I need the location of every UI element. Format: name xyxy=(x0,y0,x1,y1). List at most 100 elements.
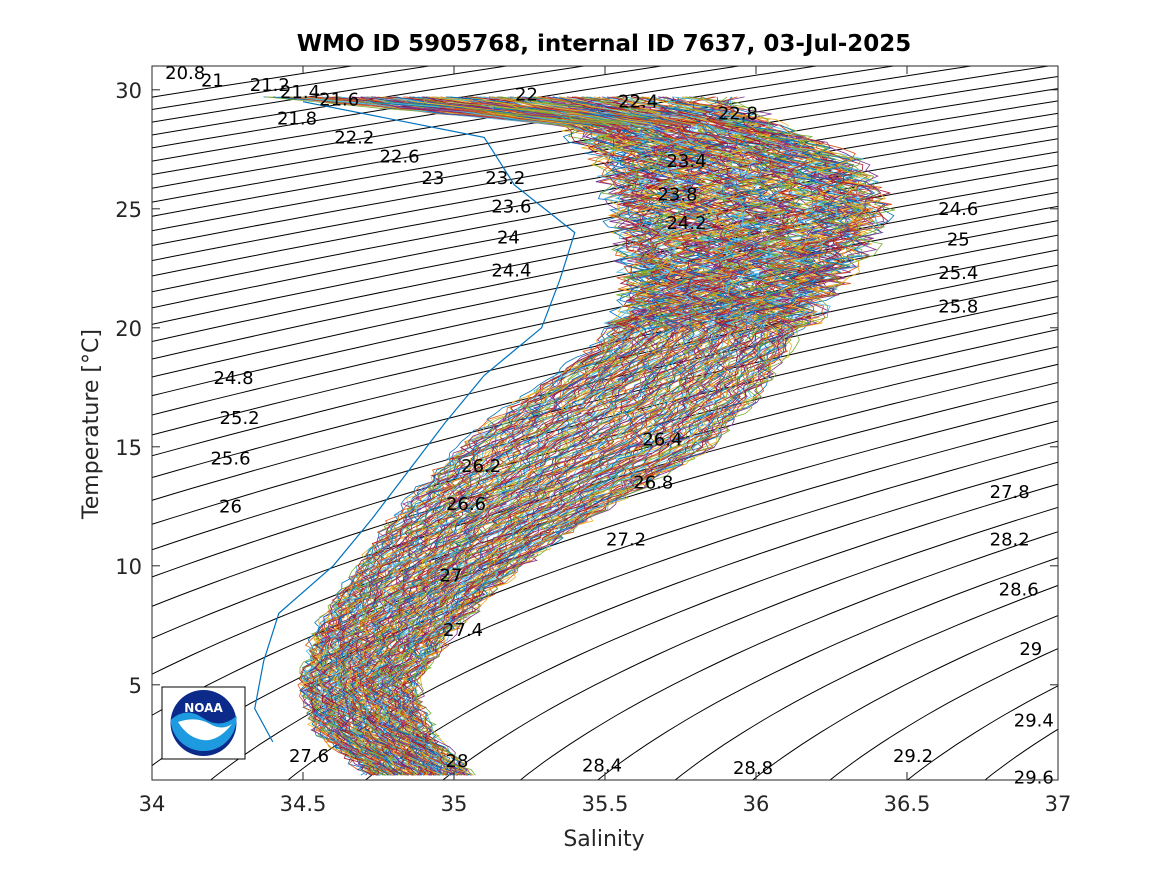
profile-line xyxy=(384,96,851,776)
isopycnal-line xyxy=(152,312,1058,551)
profile-line xyxy=(365,96,791,776)
isopycnal-line xyxy=(152,191,1058,378)
outlier-profile-line xyxy=(254,101,576,743)
isopycnal-line xyxy=(152,66,1052,217)
y-tick-label: 25 xyxy=(115,198,142,222)
profile-line xyxy=(388,96,831,776)
isopycnal-line xyxy=(152,164,1058,342)
isopycnal-line xyxy=(152,205,1058,397)
y-tick-label: 20 xyxy=(115,317,142,341)
x-tick-label: 36 xyxy=(743,792,770,816)
profile-line xyxy=(388,96,850,776)
isopycnal-label: 28.2 xyxy=(990,530,1030,551)
isopycnal-line xyxy=(152,295,1058,525)
profile-line xyxy=(339,96,735,776)
isopycnal-label: 24.8 xyxy=(213,368,253,389)
y-axis-label: Temperature [°C] xyxy=(79,329,104,520)
isopycnal-line xyxy=(597,557,1058,780)
isopycnal-line xyxy=(152,328,1058,578)
isopycnal-label: 29.2 xyxy=(893,746,933,767)
x-axis-ticks: 34 34.5 35 35.5 36 36.5 37 xyxy=(139,66,1072,816)
isopycnal-line xyxy=(829,648,1058,780)
isopycnal-line xyxy=(152,66,433,111)
profile-line xyxy=(310,96,686,776)
isopycnal-label: 25.8 xyxy=(938,296,978,317)
isopycnal-label: 25 xyxy=(947,230,970,251)
isopycnal-label: 22.2 xyxy=(334,127,374,148)
isopycnal-label: 22.6 xyxy=(380,146,420,167)
isopycnal-label: 23 xyxy=(421,168,444,189)
isopycnal-label: 25.4 xyxy=(938,263,978,284)
isopycnal-label: 24 xyxy=(497,227,520,248)
isopycnal-label: 28 xyxy=(446,751,469,772)
isopycnal-line xyxy=(519,531,1058,780)
profile-line xyxy=(350,96,765,776)
isopycnal-label: 27.8 xyxy=(990,482,1030,503)
y-tick-label: 30 xyxy=(115,79,142,103)
profile-line xyxy=(362,96,782,776)
x-tick-label: 34 xyxy=(139,792,166,816)
profile-line xyxy=(351,96,762,776)
profile-line xyxy=(318,96,691,776)
y-axis-ticks: 5 10 15 20 25 30 xyxy=(115,79,1058,698)
isopycnal-line xyxy=(152,151,1058,325)
isopycnal-label: 27.6 xyxy=(289,746,329,767)
profile-line xyxy=(413,96,895,776)
isopycnal-label: 26.2 xyxy=(461,456,501,477)
x-tick-label: 36.5 xyxy=(884,792,931,816)
isopycnal-line xyxy=(152,125,1058,293)
isopycnal-line xyxy=(152,178,1058,360)
isopycnal-line xyxy=(152,138,1058,309)
isopycnal-label: 28.6 xyxy=(999,580,1039,601)
isopycnal-line xyxy=(152,220,1058,416)
isopycnal-label: 22.8 xyxy=(718,104,758,125)
x-axis-label: Salinity xyxy=(563,827,644,852)
isopycnal-label: 28.8 xyxy=(733,758,773,779)
isopycnal-labels: 20.821 21.221.4 21.6 22 22.4 22.8 21.8 22.2 22.6… xyxy=(165,63,1054,789)
isopycnal-line xyxy=(152,112,1058,277)
profile-line xyxy=(294,96,669,776)
y-tick-label: 10 xyxy=(115,555,142,579)
profile-line xyxy=(342,96,738,776)
profile-line xyxy=(410,96,883,776)
profile-line xyxy=(411,96,892,776)
x-tick-label: 35.5 xyxy=(582,792,629,816)
isopycnal-label: 21 xyxy=(201,70,224,91)
isopycnal-label: 22.4 xyxy=(618,92,658,113)
isopycnal-label: 24.4 xyxy=(491,261,531,282)
x-tick-label: 37 xyxy=(1045,792,1072,816)
isopycnal-label: 23.8 xyxy=(657,185,697,206)
isopycnal-line xyxy=(442,506,1058,780)
profile-line xyxy=(409,96,880,776)
profile-line xyxy=(391,96,853,776)
y-tick-label: 15 xyxy=(115,436,142,460)
isopycnal-line xyxy=(152,234,1058,436)
profile-line xyxy=(353,96,774,776)
chart-title: WMO ID 5905768, internal ID 7637, 03-Jul… xyxy=(297,31,912,57)
profile-line xyxy=(371,96,827,776)
profile-line xyxy=(293,96,666,776)
isopycnal-label: 21.6 xyxy=(319,89,359,110)
isopycnal-line xyxy=(906,685,1058,780)
isopycnal-line xyxy=(152,66,355,98)
isopycnal-label: 24.6 xyxy=(938,199,978,220)
profile-line xyxy=(341,96,754,776)
profile-line xyxy=(325,96,709,776)
isopycnal-label: 25.6 xyxy=(210,449,250,470)
isopycnal-label: 26 xyxy=(219,496,242,517)
profile-line xyxy=(399,96,874,776)
profile-line xyxy=(366,96,799,776)
isopycnal-label: 27.2 xyxy=(606,530,646,551)
isopycnal-lines xyxy=(152,66,1058,780)
isopycnal-label: 21.4 xyxy=(280,82,320,103)
profile-line xyxy=(335,96,729,776)
noaa-logo: NOAA xyxy=(161,686,246,760)
isopycnal-label: 26.6 xyxy=(446,494,486,515)
isopycnal-label: 20.8 xyxy=(165,63,205,84)
isopycnal-label: 26.4 xyxy=(642,430,682,451)
isopycnal-line xyxy=(152,280,1058,501)
y-tick-label: 5 xyxy=(129,674,142,698)
isopycnal-label: 27 xyxy=(440,565,463,586)
isopycnal-label: 29.6 xyxy=(1014,768,1054,789)
